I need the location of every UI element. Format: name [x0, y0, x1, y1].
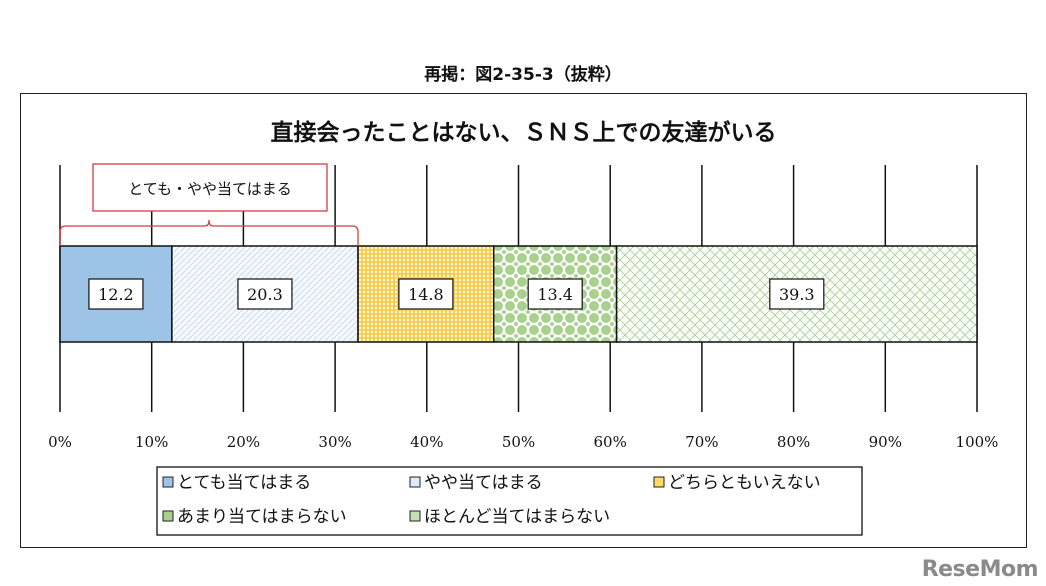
x-tick-label: 0% — [48, 433, 72, 451]
data-label: 12.2 — [98, 285, 134, 304]
x-tick-label: 30% — [318, 433, 351, 451]
legend-label: やや当てはまる — [424, 473, 543, 493]
x-tick-label: 40% — [410, 433, 443, 451]
legend-swatch — [409, 476, 421, 488]
legend-swatch — [653, 476, 665, 488]
data-label: 14.8 — [408, 285, 444, 304]
x-tick-label: 80% — [777, 433, 810, 451]
data-label-box — [88, 278, 144, 310]
chart-title: 直接会ったことはない、ＳＮＳ上での友達がいる — [270, 120, 777, 146]
x-tick-label: 60% — [594, 433, 627, 451]
x-tick-label: 100% — [956, 433, 999, 451]
chart-frame — [20, 93, 1027, 548]
data-label-box — [398, 278, 454, 310]
figure-caption: 再掲：図2-35-3（抜粋） — [424, 65, 622, 85]
data-label: 20.3 — [247, 285, 283, 304]
x-tick-label: 10% — [135, 433, 168, 451]
legend-swatch — [162, 510, 174, 522]
data-label: 39.3 — [779, 285, 815, 304]
legend-swatch — [409, 510, 421, 522]
bracket-line — [59, 219, 359, 246]
x-tick-label: 50% — [502, 433, 535, 451]
data-label-box — [527, 278, 583, 310]
x-tick-label: 90% — [869, 433, 902, 451]
data-label: 13.4 — [537, 285, 573, 304]
legend-label: どちらともいえない — [668, 473, 821, 493]
legend-box — [156, 466, 863, 536]
legend-swatch — [162, 476, 174, 488]
resemom-logo: ReseMom — [921, 557, 1039, 582]
data-label-box — [237, 278, 293, 310]
bracket-label-box — [92, 163, 328, 212]
x-tick-label: 20% — [227, 433, 260, 451]
legend-label: ほとんど当てはまらない — [424, 507, 610, 527]
bracket-label: とても・やや当てはまる — [128, 180, 292, 198]
data-label-box — [769, 278, 825, 310]
legend-label: とても当てはまる — [177, 473, 311, 493]
legend-label: あまり当てはまらない — [177, 507, 347, 527]
x-tick-label: 70% — [685, 433, 718, 451]
